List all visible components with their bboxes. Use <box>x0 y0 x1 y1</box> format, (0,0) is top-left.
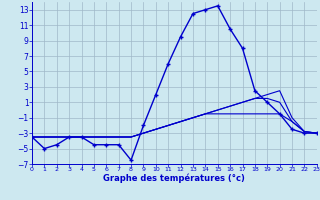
X-axis label: Graphe des températures (°c): Graphe des températures (°c) <box>103 174 245 183</box>
